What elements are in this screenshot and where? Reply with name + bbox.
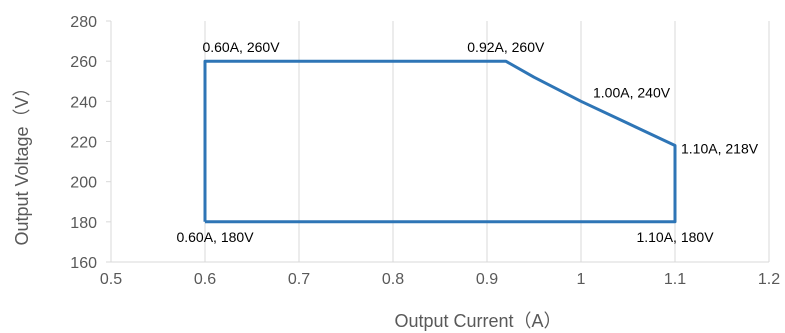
x-axis-title: Output Current（A） (394, 311, 561, 331)
data-label: 0.92A, 260V (467, 39, 545, 55)
y-tick-label: 180 (70, 215, 97, 232)
data-label: 1.00A, 240V (593, 84, 671, 100)
x-tick-label: 0.8 (382, 271, 404, 288)
x-tick-label: 0.5 (100, 271, 122, 288)
x-tick-label: 1.1 (664, 271, 686, 288)
x-tick-label: 1.2 (758, 271, 780, 288)
y-tick-label: 260 (70, 54, 97, 71)
x-tick-label: 1 (577, 271, 586, 288)
y-tick-label: 160 (70, 255, 97, 272)
data-label: 1.10A, 180V (636, 229, 714, 245)
x-tick-label: 0.9 (476, 271, 498, 288)
axes (106, 20, 769, 263)
x-tick-label: 0.6 (194, 271, 216, 288)
y-tick-label: 200 (70, 175, 97, 192)
y-axis-title: Output Voltage（V） (12, 78, 32, 245)
data-label: 1.10A, 218V (681, 141, 759, 157)
series-layer (203, 59, 677, 224)
data-labels: 0.60A, 260V 0.92A, 260V 1.00A, 240V 1.10A, … (176, 39, 758, 245)
y-tick-label: 220 (70, 135, 97, 152)
data-label: 0.60A, 180V (176, 229, 254, 245)
y-tick-label: 280 (70, 14, 97, 31)
tick-labels: 160 180 200 220 240 260 280 0.5 0.6 0.7 0.8 0.9 1 1.1… (70, 14, 780, 288)
x-tick-label: 0.7 (288, 271, 310, 288)
y-tick-label: 240 (70, 94, 97, 111)
data-label: 0.60A, 260V (202, 39, 280, 55)
series-line (203, 59, 677, 224)
